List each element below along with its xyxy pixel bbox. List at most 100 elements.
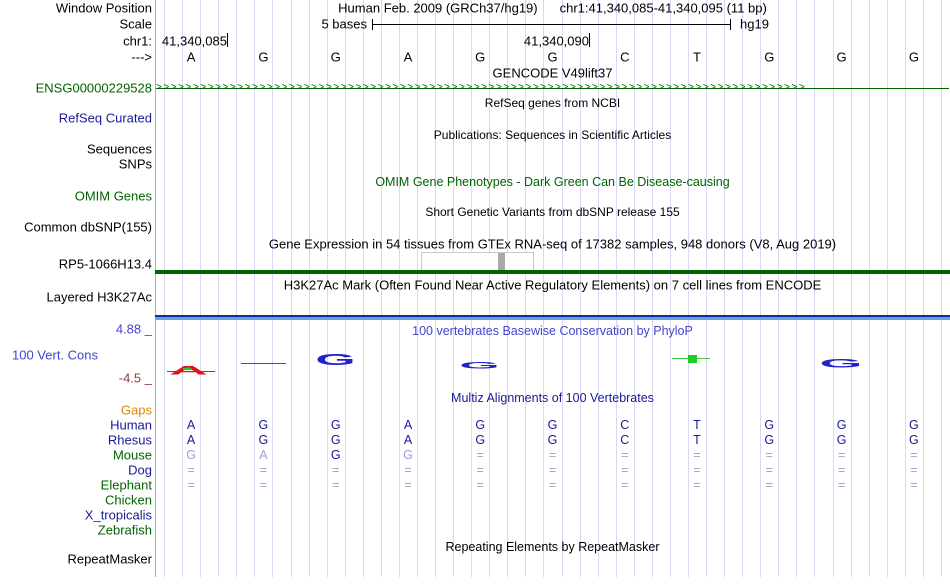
track-label-common-dbsnp[interactable]: Common dbSNP(155) <box>24 219 152 235</box>
alignment-base: = <box>187 463 195 477</box>
gtex-expression-item[interactable] <box>421 252 534 272</box>
grid-guideline <box>688 0 689 577</box>
track-label-layered-h3k27ac[interactable]: Layered H3K27Ac <box>46 289 152 305</box>
grid-guideline <box>489 0 491 577</box>
svg-text:G: G <box>820 358 863 368</box>
alignment-base: = <box>621 463 629 477</box>
species-label-elephant[interactable]: Elephant <box>100 477 152 493</box>
ruler-base: G <box>836 49 847 65</box>
alignment-base: A <box>403 418 413 432</box>
grid-guideline <box>814 0 816 577</box>
alignment-base: = <box>259 478 268 492</box>
alignment-base: A <box>403 433 413 447</box>
track-label-sequences[interactable]: Sequences <box>86 141 152 157</box>
track-label-ensg[interactable]: ENSG00000229528 <box>35 80 152 96</box>
alignment-base: = <box>693 448 701 462</box>
alignment-base: = <box>693 478 701 492</box>
species-label-x_tropicalis[interactable]: X_tropicalis <box>84 507 152 523</box>
grid-guideline <box>525 0 527 577</box>
svg-text:A: A <box>169 365 208 375</box>
grid-guideline <box>416 0 418 577</box>
assembly-tag: hg19 <box>740 16 769 32</box>
alignment-base: = <box>332 478 340 492</box>
grid-guideline <box>398 0 400 577</box>
grid-guideline <box>868 0 870 577</box>
transcript-direction-arrows[interactable]: >>>>>>>>>>>>>>>>>>>>>>>>>>>>>>>>>>>>>>>>… <box>156 82 807 93</box>
track-label-chrom: chr1: <box>123 33 152 49</box>
ruler-base: G <box>330 49 341 65</box>
alignment-base: G <box>330 433 341 447</box>
species-label-mouse[interactable]: Mouse <box>112 447 152 463</box>
alignment-base: G <box>764 418 775 432</box>
h3k27ac-signal-sky[interactable] <box>155 317 950 320</box>
alignment-base: A <box>186 433 196 447</box>
grid-guideline <box>940 0 942 577</box>
transcript-bar-rp5[interactable] <box>155 270 950 274</box>
track-label-scale: Scale <box>119 16 152 32</box>
alignment-base: = <box>548 478 557 492</box>
species-label-chicken[interactable]: Chicken <box>105 492 152 508</box>
track-label-snps[interactable]: SNPs <box>118 156 152 172</box>
grid-guideline <box>471 0 473 577</box>
h3k27ac-signal-navy[interactable] <box>155 315 950 317</box>
track-label-strand: ---> <box>131 49 152 65</box>
alignment-base: G <box>836 418 847 432</box>
gtex-expression-bar <box>498 253 505 271</box>
track-title-gencode: GENCODE V49lift37 <box>492 65 613 81</box>
track-area-left-boundary <box>155 0 156 577</box>
alignment-base: G <box>330 418 341 432</box>
grid-guideline <box>778 0 780 577</box>
alignment-base: = <box>187 478 195 492</box>
alignment-base: = <box>332 463 340 477</box>
conservation-glyph <box>241 363 286 364</box>
conservation-glyph <box>183 368 191 370</box>
species-label-dog[interactable]: Dog <box>128 462 152 478</box>
grid-guideline <box>543 0 545 577</box>
scale-bar-left-tick <box>372 19 373 30</box>
conservation-glyph: G <box>313 351 358 369</box>
alignment-base: = <box>259 463 268 477</box>
track-label-vert-cons[interactable]: 100 Vert. Cons <box>12 347 98 363</box>
ruler-base: T <box>693 49 701 65</box>
grid-guideline <box>633 0 635 577</box>
track-label-rp5[interactable]: RP5-1066H13.4 <box>58 256 152 272</box>
alignment-base: = <box>910 463 918 477</box>
conservation-glyph <box>167 371 215 372</box>
grid-guideline <box>218 0 220 577</box>
alignment-base: = <box>621 478 629 492</box>
track-label-omim-genes[interactable]: OMIM Genes <box>74 188 152 204</box>
species-label-zebrafish[interactable]: Zebrafish <box>97 522 152 538</box>
conservation-glyph: G <box>817 355 865 370</box>
alignment-base: G <box>764 433 775 447</box>
alignment-base: = <box>476 448 484 462</box>
track-title-dbsnp: Short Genetic Variants from dbSNP releas… <box>425 205 680 219</box>
grid-guideline <box>850 0 852 577</box>
ruler-base: A <box>403 49 413 65</box>
track-title-phylop: 100 vertebrates Basewise Conservation by… <box>412 324 693 338</box>
transcript-line <box>156 88 949 89</box>
track-title-repeats: Repeating Elements by RepeatMasker <box>445 540 660 554</box>
alignment-base: = <box>765 478 773 492</box>
svg-text:G: G <box>459 361 499 369</box>
grid-guideline <box>182 0 184 577</box>
conservation-glyph: G <box>457 356 502 370</box>
track-label-repeatmasker[interactable]: RepeatMasker <box>67 551 152 567</box>
track-label-refseq-curated[interactable]: RefSeq Curated <box>58 110 152 126</box>
alignment-base: = <box>548 448 557 462</box>
grid-guideline <box>832 0 834 577</box>
track-title-omim: OMIM Gene Phenotypes - Dark Green Can Be… <box>375 175 730 189</box>
species-label-gaps[interactable]: Gaps <box>120 402 152 418</box>
track-title-refseq: RefSeq genes from NCBI <box>484 96 621 110</box>
ruler-base: G <box>547 49 558 65</box>
species-label-human[interactable]: Human <box>110 417 152 433</box>
grid-guideline <box>651 0 653 577</box>
grid-guideline <box>272 0 274 577</box>
alignment-base: = <box>837 478 846 492</box>
alignment-base: G <box>186 448 196 462</box>
alignment-base: = <box>621 448 629 462</box>
species-label-rhesus[interactable]: Rhesus <box>107 432 152 448</box>
alignment-base: = <box>910 448 918 462</box>
grid-guideline <box>760 0 762 577</box>
alignment-base: G <box>836 433 847 447</box>
alignment-base: G <box>475 433 486 447</box>
